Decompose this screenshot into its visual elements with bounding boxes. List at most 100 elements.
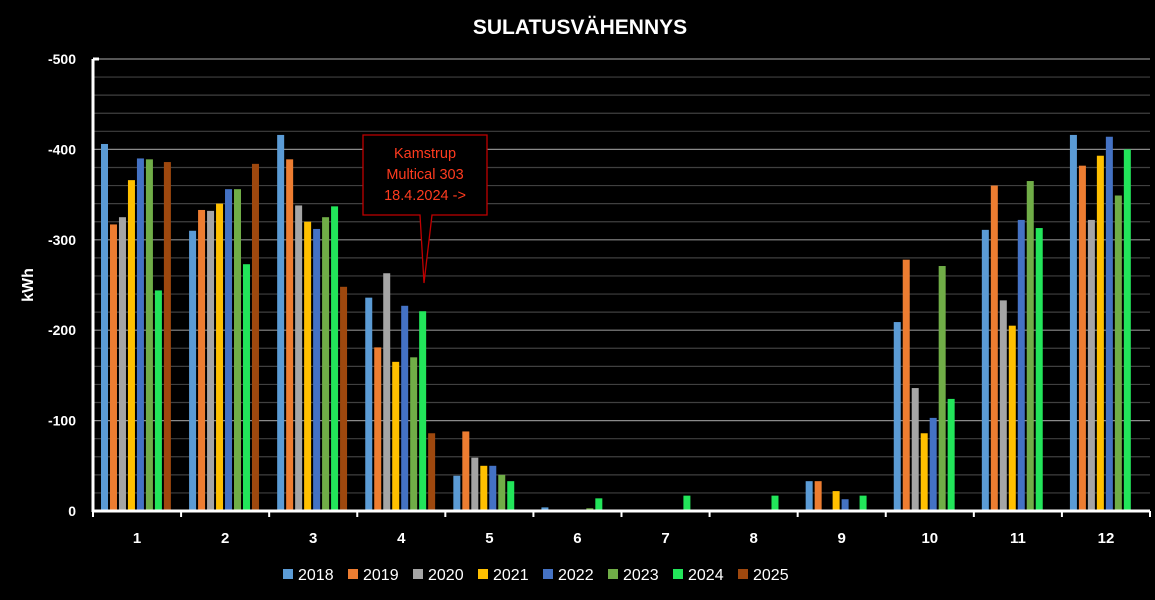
x-tick-label: 11 [1010, 530, 1026, 547]
bar-2018-12 [1069, 134, 1077, 511]
x-tick-label: 12 [1098, 530, 1115, 547]
bar-2022-9 [841, 499, 849, 511]
bar-2020-11 [999, 300, 1007, 511]
y-tick-label: 0 [68, 503, 76, 519]
x-tick-label: 10 [921, 530, 938, 547]
gridlines [93, 58, 1150, 494]
legend-swatch-2018 [283, 569, 293, 579]
chart-title: SULATUSVÄHENNYS [473, 16, 687, 39]
x-tick-label: 7 [661, 530, 669, 547]
bar-2018-6 [541, 507, 549, 511]
bar-2020-12 [1087, 219, 1095, 512]
bar-2023-3 [322, 217, 330, 511]
x-tick-labels: 1 2 3 4 5 6 7 8 9 10 11 12 [133, 530, 1114, 547]
legend-swatch-2023 [608, 569, 618, 579]
bar-2022-2 [225, 189, 233, 511]
bar-2018-5 [453, 475, 461, 511]
bar-2020-4 [383, 273, 391, 511]
y-tick-label: -500 [48, 51, 76, 67]
bar-2023-5 [498, 474, 506, 511]
bar-2024-2 [242, 264, 250, 511]
legend-swatch-2025 [738, 569, 748, 579]
bar-2019-2 [198, 209, 206, 511]
x-tick-label: 1 [133, 530, 141, 547]
bar-2020-10 [911, 388, 919, 511]
bar-2018-3 [277, 134, 285, 511]
bar-2019-5 [462, 431, 470, 511]
legend-label-2024: 2024 [688, 567, 724, 584]
bar-2024-4 [419, 311, 427, 511]
bar-2024-5 [507, 481, 515, 511]
bar-2021-3 [304, 221, 312, 511]
callout-text: 18.4.2024 -> [384, 188, 466, 204]
bar-2022-4 [401, 305, 409, 511]
x-tick-label: 4 [397, 530, 406, 547]
bar-2021-10 [920, 433, 928, 511]
x-tick-label: 6 [573, 530, 581, 547]
bar-2023-2 [234, 189, 242, 511]
bar-2021-9 [832, 491, 840, 511]
legend-label-2022: 2022 [558, 567, 594, 584]
legend-label-2020: 2020 [428, 567, 464, 584]
bar-2021-5 [480, 465, 488, 511]
legend-swatch-2021 [478, 569, 488, 579]
bar-2023-1 [145, 159, 153, 511]
bar-2019-10 [902, 259, 910, 511]
bar-2022-3 [313, 228, 321, 511]
axes [91, 57, 1151, 517]
bar-2019-4 [374, 347, 382, 511]
y-tick-labels: 0 -100 -200 -300 -400 -500 [48, 51, 76, 519]
bar-2024-12 [1123, 149, 1131, 511]
y-tick-label: -300 [48, 232, 76, 248]
bar-2019-3 [286, 159, 294, 511]
bar-2021-11 [1008, 325, 1016, 511]
bar-2020-3 [295, 205, 303, 511]
bar-2024-1 [154, 290, 162, 511]
bar-2025-1 [163, 162, 171, 511]
bar-2018-4 [365, 297, 373, 511]
x-tick-label: 8 [749, 530, 757, 547]
bar-2019-12 [1078, 165, 1086, 511]
bar-2024-7 [683, 495, 691, 511]
x-tick-label: 5 [485, 530, 493, 547]
annotation-callout: Kamstrup Multical 303 18.4.2024 -> [362, 134, 488, 284]
legend-swatch-2022 [543, 569, 553, 579]
bar-2018-9 [805, 481, 813, 511]
bar-2022-12 [1105, 136, 1113, 511]
bar-2025-3 [340, 286, 348, 511]
bar-2022-1 [136, 158, 144, 511]
legend-label-2023: 2023 [623, 567, 659, 584]
bar-2023-12 [1114, 195, 1122, 511]
legend: 2018 2019 2020 2021 2022 2023 2024 2025 [283, 567, 789, 584]
callout-text: Kamstrup [394, 146, 456, 162]
bar-2024-3 [331, 206, 339, 512]
legend-label-2018: 2018 [298, 567, 334, 584]
y-tick-label: -200 [48, 322, 76, 338]
bar-2021-12 [1096, 155, 1104, 511]
bar-2022-10 [929, 417, 937, 511]
bar-2019-11 [990, 185, 998, 511]
bar-2025-2 [251, 163, 259, 511]
bar-2023-11 [1026, 181, 1034, 512]
bar-2023-4 [410, 357, 418, 511]
bar-2018-11 [981, 229, 989, 511]
callout-box [362, 134, 488, 284]
x-tick-label: 3 [309, 530, 317, 547]
bar-2020-5 [471, 457, 479, 511]
legend-swatch-2019 [348, 569, 358, 579]
x-tick-label: 9 [838, 530, 846, 547]
bars [101, 134, 1131, 512]
legend-swatch-2024 [673, 569, 683, 579]
callout-text: Multical 303 [386, 167, 463, 183]
bar-2023-10 [938, 266, 946, 511]
y-axis-label: kWh [20, 268, 37, 302]
bar-2018-10 [893, 322, 901, 511]
x-tick-label: 2 [221, 530, 229, 547]
bar-2024-8 [771, 495, 779, 511]
bar-2020-1 [118, 217, 126, 511]
y-tick-label: -100 [48, 413, 76, 429]
legend-label-2025: 2025 [753, 567, 789, 584]
bar-2024-9 [859, 495, 867, 511]
bar-2020-2 [207, 210, 215, 511]
